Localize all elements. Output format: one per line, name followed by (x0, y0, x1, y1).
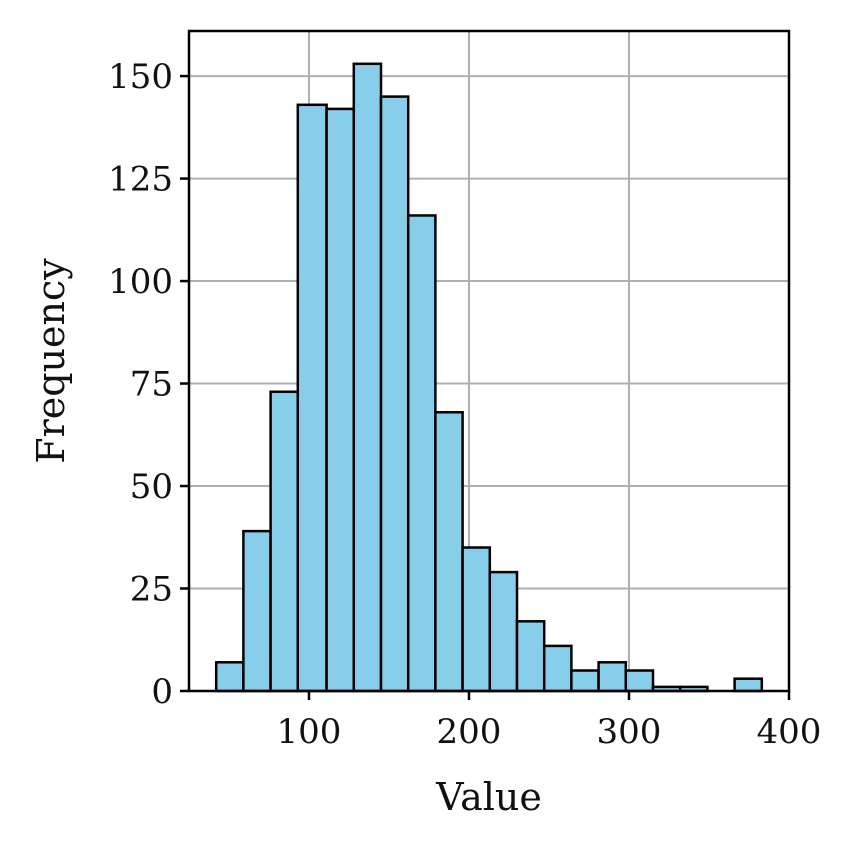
plot-frame (187, 29, 791, 693)
histogram-bar (242, 529, 272, 693)
y-tick-label: 125 (108, 160, 173, 200)
y-tick-label: 100 (108, 262, 173, 302)
y-tick-label: 0 (151, 672, 173, 712)
histogram-bar (461, 546, 492, 693)
axis-ticks: 100 200 300 400 0 25 50 75 100 125 150 (108, 57, 821, 752)
y-tick-label: 75 (130, 365, 173, 405)
histogram-bar (434, 410, 464, 693)
histogram-bar (597, 661, 628, 693)
histogram-bar (214, 661, 245, 693)
histogram-bar (379, 95, 410, 693)
y-axis-title: Frequency (29, 258, 73, 464)
histogram-bar (269, 390, 300, 693)
histogram-bar (733, 677, 764, 693)
histogram-bar (325, 107, 356, 693)
x-tick-label: 300 (597, 712, 662, 752)
histogram-bar (624, 669, 655, 693)
histogram-bar (406, 214, 437, 693)
x-tick-label: 100 (277, 712, 342, 752)
histogram-bar (515, 620, 546, 693)
x-tick-label: 200 (437, 712, 502, 752)
y-tick-label: 150 (108, 57, 173, 97)
x-axis-title: Value (435, 775, 542, 819)
histogram-bars (214, 62, 764, 693)
y-tick-label: 25 (130, 570, 173, 610)
x-tick-label: 400 (757, 712, 822, 752)
histogram-bar (352, 62, 383, 693)
histogram-bar (488, 570, 519, 693)
histogram-bar (296, 103, 328, 693)
y-tick-label: 50 (130, 467, 173, 507)
histogram-bar (570, 669, 600, 693)
histogram-bar (542, 644, 573, 693)
